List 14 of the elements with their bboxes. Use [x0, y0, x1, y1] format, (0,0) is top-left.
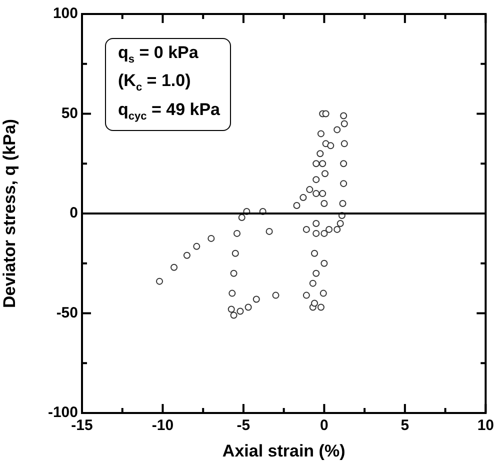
annotation: (K$_{c}$ = 1.0) — [118, 70, 192, 96]
y-tick-label: 50 — [61, 104, 78, 122]
y-tick-label: 100 — [52, 5, 78, 22]
x-axis-title: Axial strain (%) — [222, 441, 346, 460]
y-axis-title: Deviator stress, q (kPa) — [0, 119, 19, 308]
y-tick-label: -50 — [56, 304, 78, 322]
x-tick-label: -10 — [152, 417, 174, 434]
x-tick-label: 0 — [320, 417, 328, 434]
annotation: q$_{s}$ = 0 kPa — [118, 42, 200, 68]
x-tick-label: 5 — [400, 417, 410, 434]
y-tick-label: 0 — [70, 204, 78, 222]
x-tick-label: -5 — [236, 417, 250, 434]
annotation: q$_{cyc}$ = 49 kPa — [118, 98, 220, 124]
x-tick-label: 10 — [477, 417, 494, 434]
